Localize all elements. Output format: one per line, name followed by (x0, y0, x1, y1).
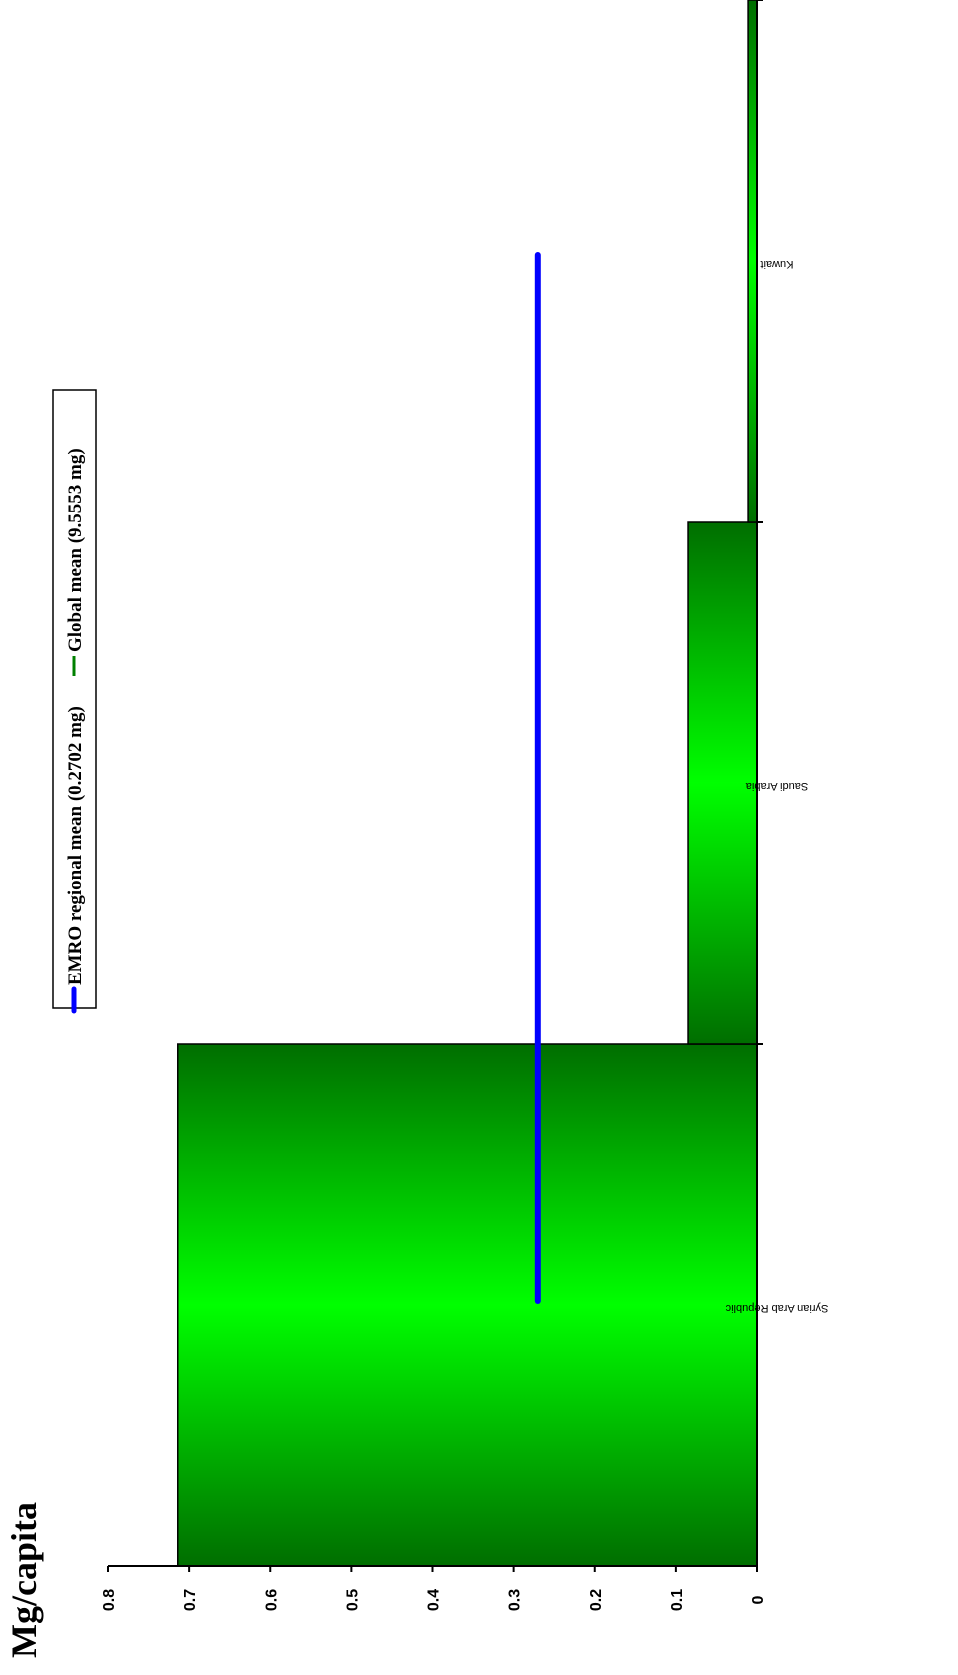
value-tick-label: 0.6 (263, 1589, 280, 1611)
value-tick-label: 0.3 (507, 1589, 524, 1611)
axis-group: 0 0.1 0.2 0.3 0.4 0.5 0.6 0.7 0.8 Syrian Arab Re… (101, 0, 828, 1611)
category-label: Syrian Arab Republic (725, 1302, 828, 1314)
category-ticks-group: Syrian Arab Republic Saudi Arabia Kuwait (725, 0, 828, 1314)
legend-box (52, 389, 97, 1009)
value-tick-label: 0.8 (101, 1589, 118, 1611)
bar (177, 1043, 758, 1567)
y-axis-label: Mg/capita (4, 1502, 44, 1658)
value-tick-label: 0.1 (669, 1589, 686, 1611)
bars-group (177, 0, 758, 1567)
bar (747, 0, 758, 523)
value-ticks-group: 0 0.1 0.2 0.3 0.4 0.5 0.6 0.7 0.8 (101, 1566, 767, 1611)
value-tick-label: 0.2 (588, 1589, 605, 1611)
bar (687, 521, 758, 1045)
legend-label-emro: EMRO regional mean (0.2702 mg) (65, 706, 86, 985)
value-tick-label: 0.7 (182, 1589, 199, 1611)
legend: EMRO regional mean (0.2702 mg) Global me… (52, 389, 97, 1014)
value-tick-label: 0 (750, 1595, 767, 1604)
legend-label-global: Global mean (9.5553 mg) (65, 448, 86, 652)
value-tick-label: 0.4 (426, 1589, 443, 1611)
category-label: Kuwait (760, 258, 793, 270)
category-label: Saudi Arabia (745, 780, 808, 792)
value-tick-label: 0.5 (344, 1589, 361, 1611)
